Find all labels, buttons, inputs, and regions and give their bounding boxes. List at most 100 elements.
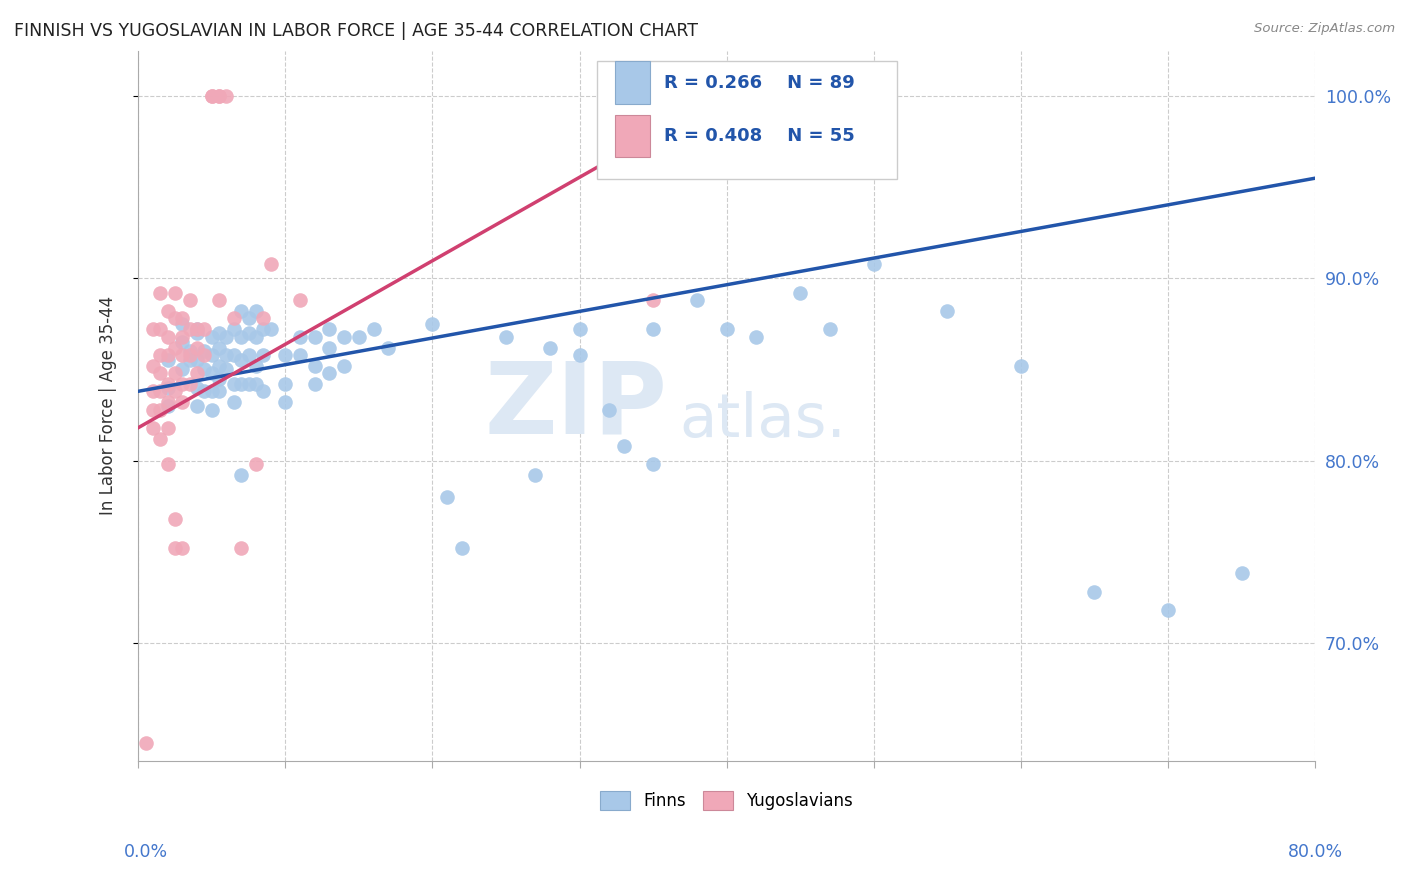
Point — [186, 366, 208, 380]
Point — [149, 322, 172, 336]
Point — [231, 377, 253, 392]
Point — [163, 311, 186, 326]
FancyBboxPatch shape — [598, 62, 897, 178]
Point — [333, 359, 356, 373]
Point — [436, 490, 458, 504]
Point — [245, 304, 267, 318]
FancyBboxPatch shape — [614, 62, 650, 104]
Point — [193, 322, 215, 336]
Point — [1230, 566, 1253, 581]
Point — [643, 293, 665, 308]
Point — [186, 399, 208, 413]
Point — [186, 326, 208, 340]
Point — [304, 377, 326, 392]
Y-axis label: In Labor Force | Age 35-44: In Labor Force | Age 35-44 — [100, 296, 117, 516]
Point — [156, 353, 179, 368]
Point — [318, 341, 340, 355]
Point — [163, 285, 186, 300]
Point — [1083, 584, 1105, 599]
Point — [377, 341, 399, 355]
Point — [208, 359, 231, 373]
Point — [179, 348, 201, 362]
Point — [643, 322, 665, 336]
Point — [333, 329, 356, 343]
Point — [193, 344, 215, 359]
Point — [643, 457, 665, 471]
Point — [745, 329, 768, 343]
Point — [208, 384, 231, 399]
Point — [201, 89, 224, 103]
Point — [252, 348, 274, 362]
Text: FINNISH VS YUGOSLAVIAN IN LABOR FORCE | AGE 35-44 CORRELATION CHART: FINNISH VS YUGOSLAVIAN IN LABOR FORCE | … — [14, 22, 697, 40]
Point — [215, 362, 238, 376]
Point — [238, 326, 260, 340]
Point — [818, 322, 841, 336]
Point — [163, 341, 186, 355]
Point — [172, 395, 194, 409]
Point — [288, 329, 311, 343]
Point — [179, 344, 201, 359]
Text: ZIP: ZIP — [485, 358, 668, 454]
Point — [149, 285, 172, 300]
Point — [172, 348, 194, 362]
Point — [172, 329, 194, 343]
Point — [163, 512, 186, 526]
Point — [149, 402, 172, 417]
Point — [142, 421, 165, 435]
Point — [222, 311, 245, 326]
Point — [259, 257, 281, 271]
Point — [208, 371, 231, 385]
Point — [222, 377, 245, 392]
Point — [201, 402, 224, 417]
Point — [172, 335, 194, 350]
Point — [142, 402, 165, 417]
Point — [347, 329, 370, 343]
Point — [222, 322, 245, 336]
Text: R = 0.408    N = 55: R = 0.408 N = 55 — [664, 127, 855, 145]
Point — [208, 293, 231, 308]
Point — [245, 457, 267, 471]
Point — [156, 381, 179, 395]
Text: Source: ZipAtlas.com: Source: ZipAtlas.com — [1254, 22, 1395, 36]
Point — [156, 348, 179, 362]
Point — [149, 432, 172, 446]
Point — [201, 384, 224, 399]
Text: 80.0%: 80.0% — [1288, 843, 1343, 861]
Point — [274, 395, 297, 409]
Point — [598, 402, 620, 417]
Point — [238, 377, 260, 392]
Point — [318, 322, 340, 336]
Point — [450, 541, 472, 555]
Point — [252, 311, 274, 326]
Point — [288, 348, 311, 362]
FancyBboxPatch shape — [614, 114, 650, 157]
Point — [538, 341, 561, 355]
Point — [259, 322, 281, 336]
Point — [172, 377, 194, 392]
Point — [156, 421, 179, 435]
Point — [208, 89, 231, 103]
Point — [193, 362, 215, 376]
Point — [179, 293, 201, 308]
Point — [149, 384, 172, 399]
Point — [238, 348, 260, 362]
Point — [201, 89, 224, 103]
Point — [156, 304, 179, 318]
Point — [179, 322, 201, 336]
Point — [156, 399, 179, 413]
Point — [208, 89, 231, 103]
Point — [936, 304, 959, 318]
Point — [208, 341, 231, 355]
Point — [186, 381, 208, 395]
Point — [172, 317, 194, 331]
Point — [163, 384, 186, 399]
Point — [142, 359, 165, 373]
Point — [142, 384, 165, 399]
Point — [179, 377, 201, 392]
Point — [215, 348, 238, 362]
Point — [156, 457, 179, 471]
Point — [252, 384, 274, 399]
Point — [231, 304, 253, 318]
Point — [304, 359, 326, 373]
Point — [252, 322, 274, 336]
